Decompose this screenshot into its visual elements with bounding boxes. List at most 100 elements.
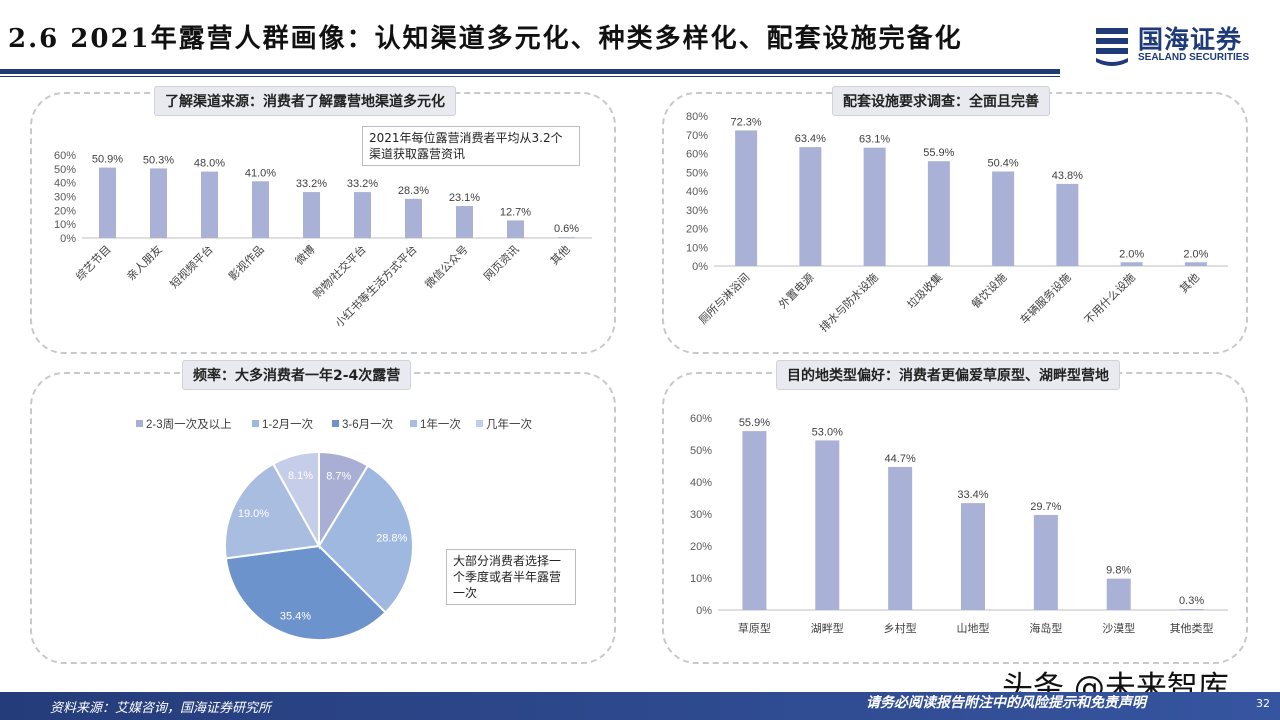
channels-ytick-label: 60% — [54, 150, 76, 162]
facilities-ytick-label: 50% — [686, 167, 708, 179]
facilities-value-label: 72.3% — [731, 116, 762, 128]
channels-value-label: 41.0% — [245, 167, 276, 179]
logo-text-cn: 国海证券 — [1138, 25, 1243, 54]
channels-bar — [405, 198, 422, 238]
destination-bar — [815, 440, 840, 610]
destination-category-label: 沙漠型 — [1102, 621, 1135, 635]
facilities-category-label: 垃圾收集 — [904, 270, 945, 311]
destination-ytick-label: 0% — [696, 605, 712, 617]
frequency-legend-swatch — [252, 420, 259, 427]
destination-bar — [742, 431, 767, 610]
facilities-value-label: 55.9% — [923, 147, 954, 159]
frequency-legend-swatch — [136, 420, 143, 427]
facilities-ytick-label: 70% — [686, 130, 708, 142]
header-divider — [0, 69, 1060, 74]
facilities-bar — [1056, 183, 1079, 266]
destination-ytick-label: 10% — [690, 573, 712, 585]
channels-value-label: 0.6% — [554, 223, 579, 235]
facilities-value-label: 50.4% — [988, 158, 1019, 170]
channels-bar — [252, 181, 269, 238]
facilities-bar — [799, 147, 822, 266]
channels-category-label: 亲人朋友 — [124, 242, 165, 283]
channels-ytick-label: 30% — [54, 192, 76, 204]
channels-ytick-label: 40% — [54, 178, 76, 190]
frequency-slice-label: 8.7% — [326, 470, 351, 482]
destination-category-label: 湖畔型 — [811, 621, 844, 635]
channels-category-label: 小红书等生活方式平台 — [332, 242, 420, 330]
frequency-legend-label: 几年一次 — [486, 417, 532, 431]
facilities-bar — [1120, 262, 1143, 266]
footer-bar — [0, 692, 1280, 720]
page-title: 2.6 2021年露营人群画像：认知渠道多元化、种类多样化、配套设施完备化 — [8, 24, 963, 54]
channels-bar — [354, 192, 371, 238]
destination-bar — [1106, 578, 1131, 610]
facilities-bar — [927, 161, 950, 266]
frequency-legend-swatch — [410, 420, 417, 427]
channels-panel-title: 了解渠道来源：消费者了解露营地渠道多元化 — [154, 86, 456, 116]
facilities-value-label: 63.1% — [859, 134, 890, 146]
destination-value-label: 53.0% — [812, 426, 843, 438]
frequency-legend-label: 2-3周一次及以上 — [146, 417, 232, 431]
facilities-bar — [992, 171, 1015, 266]
facilities-ytick-label: 40% — [686, 186, 708, 198]
frequency-legend-label: 1-2月一次 — [262, 417, 314, 431]
destination-category-label: 山地型 — [957, 621, 990, 635]
facilities-category-label: 排水与防水设施 — [816, 270, 880, 334]
destination-value-label: 29.7% — [1030, 501, 1061, 513]
channels-category-label: 短视频平台 — [167, 242, 216, 291]
facilities-bar — [1184, 262, 1207, 266]
facilities-value-label: 63.4% — [795, 133, 826, 145]
channels-bar — [201, 171, 218, 238]
facilities-panel-title: 配套设施要求调查：全面且完善 — [832, 86, 1050, 116]
channels-bar — [507, 220, 524, 238]
facilities-bar-chart: 0% 10% 20% 30% 40% 50% 60% 70% 80% 72.3% 厕所与淋浴间 63.… — [686, 111, 1228, 335]
channels-ytick-label: 50% — [54, 164, 76, 176]
page-number: 32 — [1256, 697, 1270, 710]
channels-bar — [150, 168, 167, 238]
destination-ytick-label: 30% — [690, 509, 712, 521]
destination-category-label: 海岛型 — [1029, 621, 1062, 635]
frequency-slice-label: 35.4% — [280, 610, 311, 622]
channels-category-label: 影视作品 — [226, 242, 267, 283]
destination-bar — [1179, 609, 1204, 610]
company-logo: 国海证券 SEALAND SECURITIES — [1092, 20, 1272, 68]
destination-category-label: 乡村型 — [884, 621, 917, 635]
channels-bar — [303, 192, 320, 238]
channels-value-label: 23.1% — [449, 192, 480, 204]
facilities-value-label: 2.0% — [1183, 248, 1208, 260]
logo-icon — [1096, 28, 1128, 66]
disclaimer-text: 请务必阅读报告附注中的风险提示和免责声明 — [866, 695, 1146, 711]
destination-category-label: 草原型 — [738, 621, 771, 635]
frequency-pie-slice — [224, 544, 387, 641]
destination-value-label: 0.3% — [1179, 595, 1204, 607]
facilities-ytick-label: 60% — [686, 149, 708, 161]
channels-category-label: 微信公众号 — [422, 242, 471, 291]
facilities-ytick-label: 20% — [686, 224, 708, 236]
channels-ytick-label: 0% — [60, 233, 76, 245]
destination-bar — [961, 503, 985, 610]
destination-value-label: 55.9% — [739, 417, 770, 429]
facilities-bar — [863, 147, 886, 266]
facilities-category-label: 外置电源 — [775, 270, 816, 311]
facilities-value-label: 2.0% — [1119, 248, 1144, 260]
frequency-slice-label: 19.0% — [238, 508, 269, 520]
destination-ytick-label: 60% — [690, 413, 712, 425]
frequency-note: 大部分消费者选择一个季度或者半年露营一次 — [446, 549, 576, 605]
channels-category-label: 网页资讯 — [481, 243, 521, 283]
channels-ytick-label: 20% — [54, 205, 76, 217]
destination-panel-title: 目的地类型偏好：消费者更偏爱草原型、湖畔型营地 — [776, 360, 1120, 390]
frequency-pie-slice — [224, 462, 321, 560]
destination-value-label: 44.7% — [885, 453, 916, 465]
facilities-bar — [735, 130, 758, 266]
destination-value-label: 9.8% — [1106, 565, 1131, 577]
frequency-panel-title: 频率：大多消费者一年2-4次露营 — [182, 360, 412, 390]
frequency-slice-label: 8.1% — [288, 470, 313, 482]
channels-ytick-label: 10% — [54, 219, 76, 231]
channels-value-label: 50.3% — [143, 154, 174, 166]
channels-category-label: 综艺节目 — [73, 242, 114, 283]
facilities-ytick-label: 0% — [692, 261, 708, 273]
destination-bar — [888, 466, 913, 610]
frequency-pie-chart: 2-3周一次及以上 1-2月一次 3-6月一次 1年一次 几年一次 8.7% 28.8% 35… — [136, 417, 532, 641]
channels-category-label: 购物/社交平台 — [310, 242, 369, 301]
channels-value-label: 33.2% — [347, 178, 378, 190]
